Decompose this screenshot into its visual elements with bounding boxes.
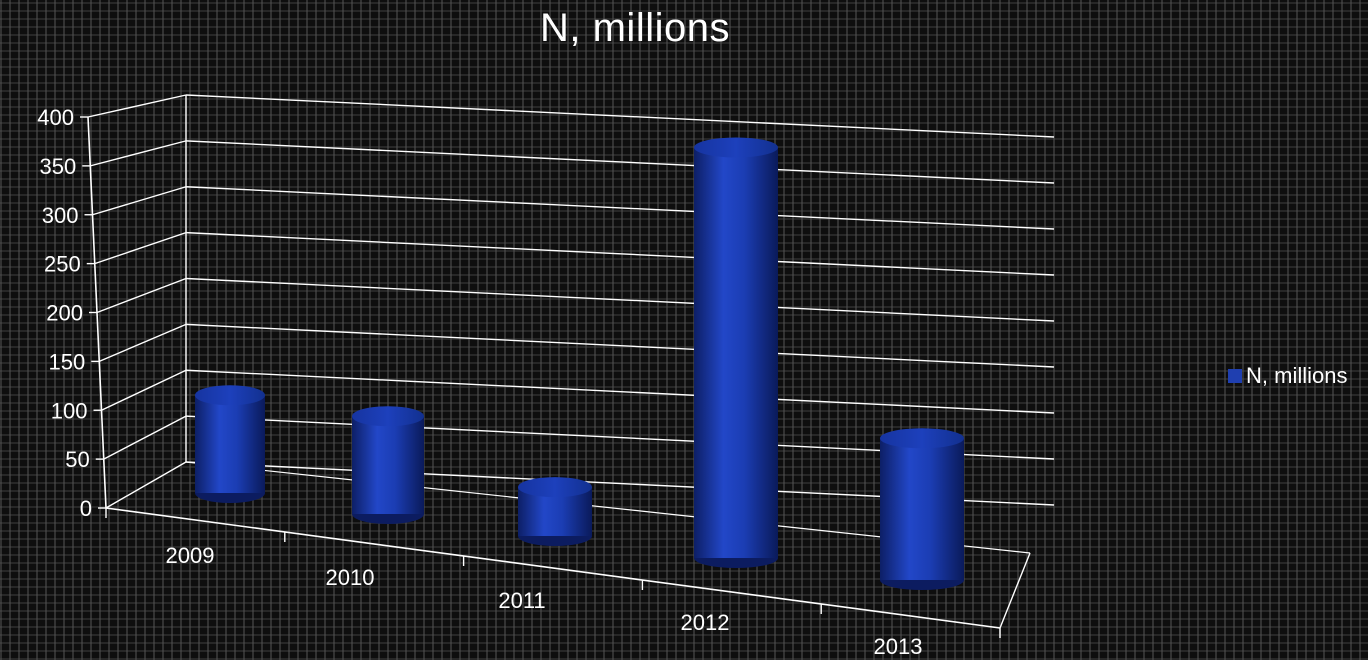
x-tick-label: 2009 <box>166 543 215 568</box>
bar-body <box>195 395 265 493</box>
gridline-side <box>94 231 187 265</box>
y-tick-label: 400 <box>37 105 74 130</box>
axis-layer: 0 50 100 150 200 250 300 350 400 2009 2010 2011 2012… <box>37 105 1031 659</box>
y-tick-label: 250 <box>44 252 81 277</box>
gridline <box>185 323 1055 368</box>
legend-label: N, millions <box>1246 363 1347 388</box>
gridline-side <box>96 277 187 314</box>
chart-title: N, millions <box>540 6 730 50</box>
bar <box>880 428 964 590</box>
y-axis-line <box>87 116 107 509</box>
gridline-side <box>103 415 187 460</box>
bar-body <box>880 438 964 580</box>
x-tick-label: 2012 <box>681 610 730 635</box>
bar <box>518 477 592 546</box>
gridline <box>185 277 1055 322</box>
y-tick-label: 300 <box>42 203 79 228</box>
y-tick-label: 150 <box>49 349 86 374</box>
gridline <box>185 140 1055 184</box>
bar-top <box>352 406 424 427</box>
y-tick-label: 200 <box>46 301 83 326</box>
bar-top <box>518 477 592 498</box>
y-tick-label: 350 <box>40 154 77 179</box>
x-tick-label: 2011 <box>498 588 545 613</box>
gridline <box>185 186 1055 230</box>
gridline <box>185 231 1055 276</box>
x-tick-label: 2013 <box>874 634 923 659</box>
y-tick-label: 100 <box>51 398 88 423</box>
bar <box>352 406 424 524</box>
gridline-side <box>90 140 187 167</box>
gridline-side <box>105 461 187 509</box>
bar <box>195 385 265 503</box>
gridline-side <box>87 94 187 118</box>
gridline-side <box>98 323 187 363</box>
y-tick-label: 50 <box>65 447 89 472</box>
bar-top <box>694 137 778 158</box>
bar-layer <box>195 137 964 590</box>
bar <box>694 137 778 568</box>
gridline <box>185 369 1055 414</box>
gridline <box>185 94 1055 138</box>
floor-right-edge <box>999 552 1031 629</box>
legend-swatch <box>1228 369 1242 383</box>
x-axis-line <box>105 507 1001 629</box>
legend: N, millions <box>1228 363 1347 388</box>
x-tick-label: 2010 <box>326 565 375 590</box>
bar-body <box>352 416 424 514</box>
y-tick-label: 0 <box>80 496 92 521</box>
gridline-side <box>92 186 187 216</box>
bar-body <box>694 147 778 558</box>
gridline-side <box>101 369 187 411</box>
bar-top <box>880 428 964 449</box>
bar-top <box>195 385 265 406</box>
